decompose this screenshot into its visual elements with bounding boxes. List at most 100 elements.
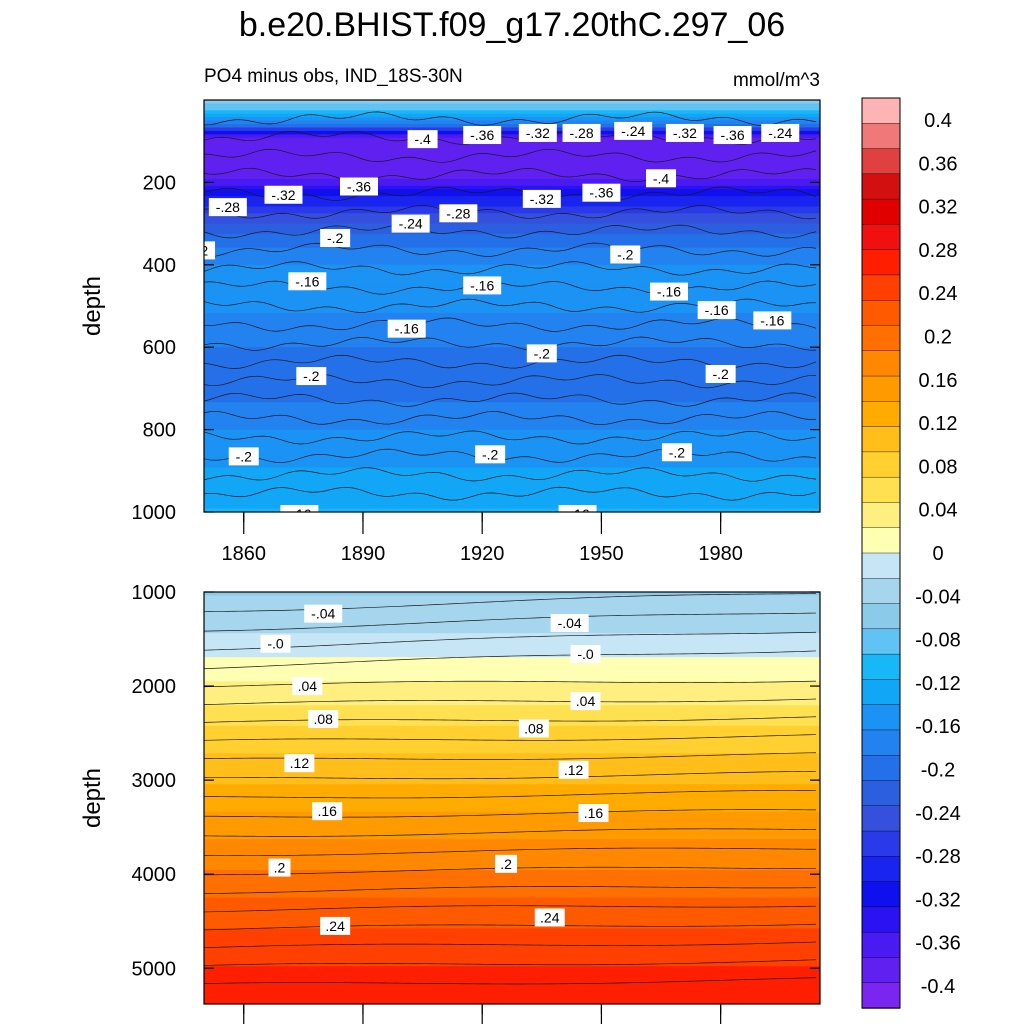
subtitle-right: mmol/m^3 bbox=[733, 70, 820, 91]
contour-band bbox=[204, 367, 820, 372]
contour-label-text: -.24 bbox=[621, 123, 645, 139]
contour-band bbox=[204, 137, 820, 142]
contour-label-text: -.2 bbox=[712, 366, 729, 382]
contour-band bbox=[204, 199, 820, 204]
contour-band bbox=[204, 220, 820, 225]
contour-band bbox=[204, 609, 820, 614]
contour-label: -.2 bbox=[705, 364, 736, 383]
contour-band bbox=[204, 457, 820, 462]
contour-label: .04 bbox=[570, 692, 601, 711]
contour-band bbox=[204, 508, 820, 512]
contour-label-text: -.4 bbox=[653, 170, 670, 186]
colorbar-cell bbox=[861, 375, 901, 403]
contour-label: -.04 bbox=[304, 604, 343, 623]
contour-label-text: .08 bbox=[524, 720, 544, 736]
contour-label-text: -.32 bbox=[526, 125, 550, 141]
colorbar-cell bbox=[861, 679, 901, 706]
contour-label: -.2 bbox=[526, 344, 557, 363]
contour-band bbox=[204, 749, 820, 754]
contour-band bbox=[204, 636, 820, 641]
contour-line bbox=[204, 905, 817, 913]
contour-band bbox=[204, 354, 820, 359]
colorbar-label: -0.4 bbox=[921, 976, 955, 998]
contour-label-text: -.28 bbox=[569, 125, 593, 141]
contour-line bbox=[204, 467, 817, 482]
contour-label-text: .08 bbox=[313, 711, 333, 727]
colorbar-label: -0.28 bbox=[915, 846, 961, 868]
contour-band bbox=[204, 657, 820, 662]
colorbar-cell bbox=[861, 249, 901, 276]
contour-band bbox=[204, 901, 820, 906]
y-tick-label: 200 bbox=[143, 172, 176, 194]
contour-band bbox=[204, 192, 820, 197]
colorbar-cell bbox=[861, 603, 901, 630]
contour-band bbox=[204, 412, 820, 417]
contour-band bbox=[204, 106, 820, 111]
colorbar-label: -0.32 bbox=[915, 889, 961, 911]
colorbar-cell bbox=[861, 97, 901, 124]
contour-label: -.2 bbox=[192, 241, 216, 260]
upper-panel: -.4 -.4 -.36 -.32 -.28 -.24 -.32 -.36 -.24 -.36 -.… bbox=[79, 99, 821, 565]
contour-band bbox=[204, 732, 820, 737]
contour-label: .16 bbox=[578, 804, 609, 823]
contour-label-text: -.36 bbox=[347, 179, 371, 195]
contour-label: .08 bbox=[308, 709, 339, 728]
contour-band bbox=[204, 990, 820, 995]
contour-band bbox=[204, 436, 820, 441]
contour-band bbox=[204, 767, 820, 772]
contour-band bbox=[204, 306, 820, 311]
contour-band bbox=[204, 846, 820, 851]
contour-band bbox=[204, 491, 820, 496]
contour-band bbox=[204, 780, 820, 785]
contour-line bbox=[204, 770, 817, 780]
contour-band bbox=[204, 646, 820, 651]
contour-band bbox=[204, 619, 820, 624]
contour-label: -.16 bbox=[288, 272, 327, 291]
contour-band bbox=[204, 880, 820, 885]
y-tick-label: 5000 bbox=[132, 958, 177, 980]
contour-label: -.24 bbox=[614, 121, 653, 140]
colorbar-cell bbox=[861, 426, 901, 453]
contour-band bbox=[204, 477, 820, 482]
contour-line bbox=[204, 716, 817, 723]
contour-band bbox=[204, 244, 820, 249]
contour-label-text: .12 bbox=[290, 755, 310, 771]
contour-band bbox=[204, 942, 820, 947]
contour-band bbox=[204, 474, 820, 479]
contour-band bbox=[204, 371, 820, 376]
contour-band bbox=[204, 622, 820, 627]
contour-band bbox=[204, 660, 820, 665]
contour-label-text: -.0 bbox=[267, 636, 284, 652]
x-tick-label: 1980 bbox=[698, 543, 743, 565]
contour-band bbox=[204, 756, 820, 761]
contour-label-text: -.2 bbox=[534, 345, 551, 361]
contour-line bbox=[204, 650, 817, 670]
contour-label-text: -.24 bbox=[399, 216, 423, 232]
y-tick-label: 400 bbox=[143, 255, 176, 277]
contour-label-text: -.16 bbox=[287, 506, 311, 522]
contour-label: -.36 bbox=[713, 126, 752, 145]
contour-band bbox=[204, 684, 820, 689]
contour-band bbox=[204, 264, 820, 269]
contour-label-text: -.2 bbox=[192, 242, 209, 258]
contour-band bbox=[204, 719, 820, 724]
contour-band bbox=[204, 257, 820, 262]
contour-band bbox=[204, 340, 820, 345]
contour-band bbox=[204, 463, 820, 468]
colorbar-cell bbox=[861, 957, 901, 984]
contour-band bbox=[204, 773, 820, 778]
contour-band bbox=[204, 945, 820, 950]
contour-label-text: -.16 bbox=[295, 273, 319, 289]
contour-band bbox=[204, 443, 820, 448]
contour-band bbox=[204, 281, 820, 286]
contour-label-text: -.16 bbox=[760, 312, 784, 328]
contour-band bbox=[204, 818, 820, 823]
contour-band bbox=[204, 708, 820, 713]
contour-line bbox=[204, 411, 817, 425]
contour-band bbox=[204, 100, 820, 105]
contour-line bbox=[204, 959, 817, 966]
colorbar-label: -0.04 bbox=[915, 586, 961, 608]
contour-band bbox=[204, 650, 820, 655]
colorbar-cell bbox=[861, 653, 901, 681]
contour-band bbox=[204, 113, 820, 118]
